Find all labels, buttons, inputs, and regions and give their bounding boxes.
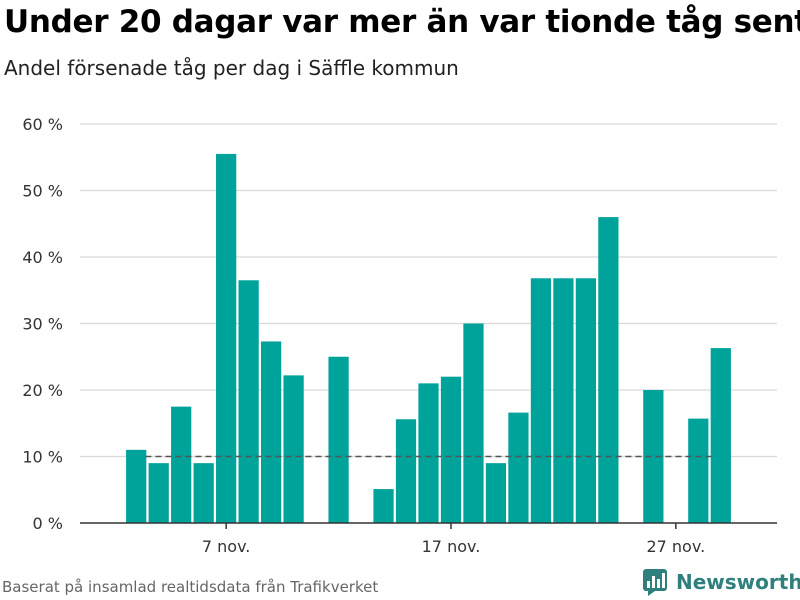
bar bbox=[193, 463, 214, 523]
bar bbox=[575, 278, 597, 523]
y-tick-label: 30 % bbox=[22, 315, 63, 334]
brand-logo: Newsworthy bbox=[642, 568, 800, 596]
bar bbox=[485, 463, 507, 523]
bar bbox=[126, 449, 147, 523]
bar bbox=[508, 412, 529, 523]
bars bbox=[126, 153, 731, 524]
bar bbox=[260, 341, 282, 523]
bar bbox=[643, 390, 664, 523]
bar bbox=[238, 280, 259, 523]
bar bbox=[328, 356, 349, 523]
bar bbox=[418, 383, 439, 523]
chart-subtitle: Andel försenade tåg per dag i Säffle kom… bbox=[4, 56, 459, 80]
source-note: Baserat på insamlad realtidsdata från Tr… bbox=[2, 578, 379, 596]
bar bbox=[463, 323, 484, 523]
y-tick-label: 10 % bbox=[22, 448, 63, 467]
bar bbox=[710, 348, 731, 523]
x-tick-label: 17 nov. bbox=[422, 537, 481, 556]
y-tick-label: 20 % bbox=[22, 381, 63, 400]
y-tick-label: 50 % bbox=[22, 182, 63, 201]
bar bbox=[373, 489, 394, 523]
bar bbox=[395, 419, 417, 523]
y-tick-label: 60 % bbox=[22, 115, 63, 134]
brand-name: Newsworthy bbox=[676, 570, 800, 594]
bar bbox=[440, 376, 462, 523]
bar bbox=[530, 278, 552, 523]
y-tick-label: 0 % bbox=[33, 514, 63, 533]
bar bbox=[171, 406, 192, 523]
y-tick-label: 40 % bbox=[22, 248, 63, 267]
bar bbox=[283, 375, 304, 523]
bar bbox=[148, 463, 169, 523]
x-tick-label: 7 nov. bbox=[202, 537, 251, 556]
newsworthy-logo-icon bbox=[643, 569, 667, 596]
bar bbox=[216, 153, 237, 524]
y-axis-tick-labels: 0 % 10 % 20 % 30 % 40 % 50 % 60 % bbox=[22, 115, 63, 533]
bar bbox=[553, 278, 574, 523]
bar bbox=[598, 217, 619, 523]
chart-title: Under 20 dagar var mer än var tionde tåg… bbox=[4, 4, 800, 40]
x-axis-ticks: 7 nov. 17 nov. 27 nov. bbox=[202, 523, 705, 556]
bar bbox=[688, 418, 709, 523]
x-tick-label: 27 nov. bbox=[646, 537, 705, 556]
